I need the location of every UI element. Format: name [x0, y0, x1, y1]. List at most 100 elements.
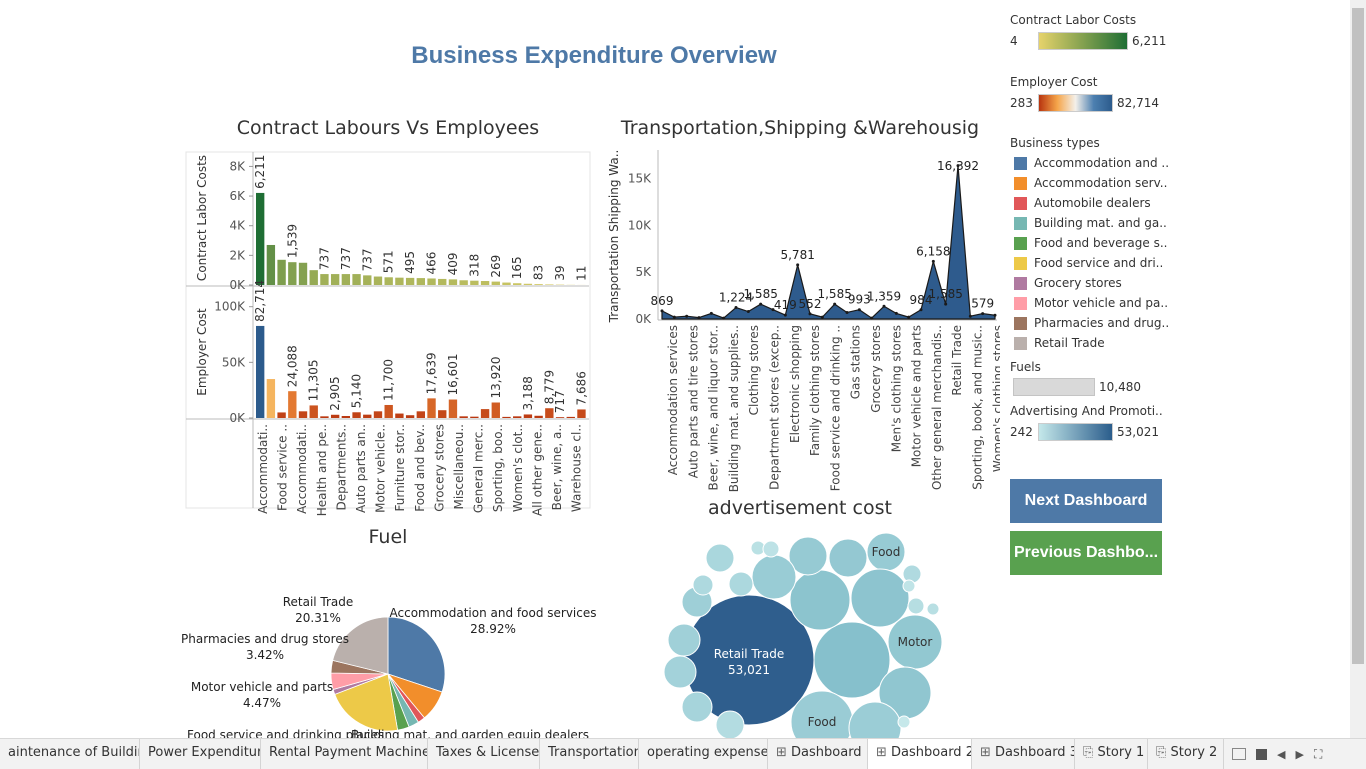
employer-bar[interactable] — [577, 409, 585, 418]
contract-bar[interactable] — [277, 260, 285, 285]
legend-item[interactable]: Grocery stores — [1010, 273, 1170, 293]
next-dashboard-button[interactable]: Next Dashboard — [1010, 479, 1162, 523]
contract-bar[interactable] — [459, 280, 467, 285]
employer-bar[interactable] — [449, 400, 457, 418]
employer-bar[interactable] — [256, 326, 264, 418]
tab-dashboard-2[interactable]: ⊞ Dashboard 2 — [868, 739, 972, 769]
contract-bar[interactable] — [331, 274, 339, 285]
transport-point[interactable] — [870, 317, 873, 320]
legend-employer-gradient[interactable] — [1038, 94, 1113, 112]
tab-story-2[interactable]: ⎘ Story 2 — [1148, 739, 1224, 769]
adv-bubble[interactable] — [814, 622, 890, 698]
adv-bubble[interactable] — [682, 692, 712, 722]
adv-bubble[interactable] — [664, 656, 696, 688]
employer-bar[interactable] — [320, 416, 328, 418]
contract-bar[interactable] — [374, 277, 382, 285]
transport-point[interactable] — [969, 315, 972, 318]
employer-bar[interactable] — [481, 409, 489, 418]
employer-bar[interactable] — [427, 398, 435, 418]
employer-bar[interactable] — [406, 415, 414, 418]
employer-bar[interactable] — [567, 417, 575, 418]
tab-aintenance-of-buildings[interactable]: aintenance of Buildings — [0, 739, 140, 769]
tab-dashboard-3[interactable]: ⊞ Dashboard 3 — [972, 739, 1075, 769]
legend-item[interactable]: Accommodation serv.. — [1010, 173, 1170, 193]
contract-bar[interactable] — [352, 274, 360, 285]
contract-bar[interactable] — [492, 282, 500, 285]
contract-bar[interactable] — [267, 245, 275, 285]
adv-bubble[interactable] — [729, 572, 753, 596]
employer-bar[interactable] — [352, 412, 360, 418]
employer-bar[interactable] — [492, 403, 500, 418]
adv-bubble[interactable] — [829, 539, 867, 577]
previous-dashboard-button[interactable]: Previous Dashbo... — [1010, 531, 1162, 575]
transport-point[interactable] — [796, 263, 799, 266]
contract-bar[interactable] — [417, 278, 425, 285]
next-sheet-icon[interactable]: ▶ — [1295, 748, 1303, 761]
transport-point[interactable] — [685, 315, 688, 318]
contract-bar[interactable] — [342, 274, 350, 285]
legend-item[interactable]: Automobile dealers — [1010, 193, 1170, 213]
contract-bar[interactable] — [320, 274, 328, 285]
employer-bar[interactable] — [310, 405, 318, 418]
contract-bar[interactable] — [363, 275, 371, 285]
adv-bubble[interactable] — [763, 541, 779, 557]
transport-point[interactable] — [981, 312, 984, 315]
adv-bubble[interactable] — [898, 716, 910, 728]
employer-bar[interactable] — [556, 417, 564, 418]
adv-bubble[interactable] — [668, 624, 700, 656]
transport-point[interactable] — [722, 317, 725, 320]
tab-taxes-licenses[interactable]: Taxes & Licenses — [428, 739, 540, 769]
legend-item[interactable]: Food service and dri.. — [1010, 253, 1170, 273]
legend-item[interactable]: Pharmacies and drug.. — [1010, 313, 1170, 333]
transport-point[interactable] — [920, 308, 923, 311]
tab-power-expenditure[interactable]: Power Expenditure — [140, 739, 261, 769]
transport-point[interactable] — [907, 316, 910, 319]
transport-point[interactable] — [895, 312, 898, 315]
adv-bubble[interactable] — [790, 570, 850, 630]
transport-point[interactable] — [747, 310, 750, 313]
tab-transportation[interactable]: Transportation — [540, 739, 639, 769]
adv-bubble[interactable] — [851, 569, 909, 627]
transport-point[interactable] — [698, 316, 701, 319]
employer-bar[interactable] — [502, 417, 510, 418]
contract-bar[interactable] — [385, 277, 393, 285]
transport-point[interactable] — [661, 309, 664, 312]
adv-bubble[interactable] — [752, 555, 796, 599]
contract-bar[interactable] — [545, 284, 553, 285]
transport-point[interactable] — [710, 312, 713, 315]
employer-bar[interactable] — [374, 411, 382, 418]
employer-bar[interactable] — [288, 391, 296, 418]
contract-bar[interactable] — [534, 284, 542, 285]
legend-item[interactable]: Food and beverage s.. — [1010, 233, 1170, 253]
adv-bubble[interactable] — [927, 603, 939, 615]
transport-point[interactable] — [673, 316, 676, 319]
employer-bar[interactable] — [459, 416, 467, 418]
tab-rental-payment-machinery[interactable]: Rental Payment Machinery — [261, 739, 428, 769]
legend-item[interactable]: Retail Trade — [1010, 333, 1170, 353]
transport-point[interactable] — [932, 260, 935, 263]
tab-story-1[interactable]: ⎘ Story 1 — [1075, 739, 1148, 769]
employer-bar[interactable] — [417, 411, 425, 418]
employer-bar[interactable] — [513, 416, 521, 418]
transport-point[interactable] — [809, 312, 812, 315]
employer-bar[interactable] — [385, 405, 393, 418]
transport-point[interactable] — [846, 311, 849, 314]
transport-point[interactable] — [784, 314, 787, 317]
legend-advertising-gradient[interactable] — [1038, 423, 1113, 441]
fullscreen-icon[interactable]: ⛶ — [1314, 747, 1322, 762]
employer-bar[interactable] — [267, 379, 275, 418]
employer-bar[interactable] — [395, 414, 403, 418]
contract-bar[interactable] — [406, 278, 414, 285]
contract-bar[interactable] — [310, 270, 318, 285]
legend-fuels-bar[interactable] — [1013, 378, 1095, 396]
adv-bubble[interactable] — [706, 544, 734, 572]
contract-bar[interactable] — [449, 279, 457, 285]
transport-point[interactable] — [759, 303, 762, 306]
transport-point[interactable] — [883, 305, 886, 308]
legend-item[interactable]: Accommodation and .. — [1010, 153, 1170, 173]
transport-point[interactable] — [944, 303, 947, 306]
employer-bar[interactable] — [331, 415, 339, 418]
prev-sheet-icon[interactable]: ◀ — [1277, 748, 1285, 761]
transport-point[interactable] — [735, 306, 738, 309]
